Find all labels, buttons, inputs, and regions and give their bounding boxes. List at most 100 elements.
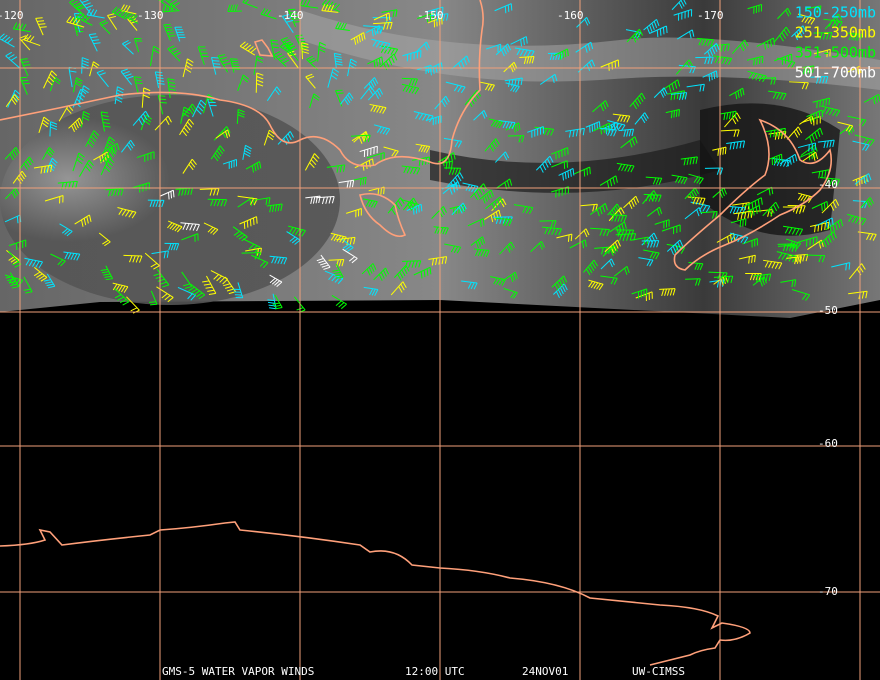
- barb-feather: [413, 197, 418, 205]
- barb-feather: [634, 136, 638, 144]
- wind-barb: [720, 129, 740, 137]
- barb-staff: [786, 126, 799, 140]
- wind-barb: [745, 272, 762, 281]
- barb-feather: [76, 4, 83, 9]
- barb-feather: [809, 66, 812, 74]
- barb-feather: [254, 252, 258, 260]
- barb-feather: [779, 92, 784, 100]
- wind-barb: [823, 18, 843, 29]
- barb-feather: [677, 176, 683, 184]
- barb-feather: [93, 9, 98, 17]
- barb-feather: [245, 0, 249, 4]
- barb-feather: [90, 136, 97, 142]
- barb-staff: [431, 206, 444, 219]
- barb-staff: [207, 99, 214, 117]
- wind-barb: [551, 275, 568, 291]
- barb-staff: [712, 146, 727, 151]
- barb-feather: [170, 243, 175, 251]
- island-coast: [253, 39, 274, 57]
- wind-barb: [100, 157, 115, 176]
- barb-feather: [14, 94, 20, 101]
- barb-feather: [164, 295, 171, 301]
- wind-barb: [413, 111, 434, 123]
- barb-feather: [280, 57, 287, 62]
- wind-barb: [359, 145, 378, 158]
- wind-barb: [390, 281, 407, 296]
- longitude-label: -120: [0, 9, 24, 22]
- barb-feather: [823, 141, 826, 149]
- barb-staff: [780, 279, 796, 283]
- barb-feather: [799, 206, 803, 214]
- barb-feather: [412, 207, 415, 215]
- barb-feather: [408, 78, 413, 86]
- barb-staff: [359, 145, 378, 153]
- barb-feather: [129, 13, 136, 20]
- barb-feather: [336, 235, 342, 242]
- wind-barb: [434, 95, 450, 110]
- barb-feather: [544, 227, 548, 235]
- barb-feather: [582, 128, 585, 136]
- barb-feather: [0, 33, 5, 39]
- barb-feather: [749, 273, 754, 281]
- barb-feather: [618, 225, 622, 233]
- barb-feather: [312, 196, 316, 204]
- wind-barb: [114, 288, 130, 306]
- barb-feather: [723, 44, 727, 52]
- barb-feather: [10, 56, 18, 61]
- barb-feather: [721, 57, 726, 64]
- barb-feather: [586, 17, 591, 24]
- barb-feather: [291, 227, 297, 235]
- barb-staff: [273, 54, 287, 67]
- barb-staff: [266, 86, 278, 102]
- barb-feather: [814, 225, 816, 233]
- barb-staff: [805, 127, 821, 141]
- barb-staff: [330, 232, 347, 238]
- barb-feather: [167, 32, 175, 34]
- barb-feather: [208, 292, 216, 296]
- barb-feather: [561, 277, 565, 285]
- barb-feather: [474, 249, 479, 257]
- wind-barb: [401, 83, 420, 95]
- barb-feather: [238, 234, 246, 240]
- barb-feather: [21, 79, 29, 82]
- barb-feather: [124, 73, 132, 77]
- barb-feather: [26, 35, 32, 42]
- barb-feather: [75, 181, 78, 189]
- barb-staff: [811, 169, 830, 174]
- barb-feather: [88, 159, 94, 166]
- wind-barb: [680, 156, 698, 166]
- barb-staff: [789, 81, 809, 84]
- barb-feather: [356, 36, 359, 44]
- barb-feather: [587, 266, 593, 274]
- barb-feather: [66, 15, 72, 23]
- barb-feather: [673, 110, 676, 118]
- barb-staff: [239, 216, 257, 225]
- wind-barb: [68, 117, 83, 133]
- barb-feather: [620, 115, 625, 122]
- wind-barb: [720, 110, 737, 121]
- barb-feather: [502, 216, 506, 224]
- barb-feather: [751, 255, 753, 263]
- barb-feather: [490, 84, 495, 92]
- barb-feather: [835, 199, 840, 206]
- barb-feather: [727, 43, 730, 51]
- barb-feather: [832, 224, 836, 232]
- barb-feather: [226, 126, 231, 133]
- barb-feather: [425, 114, 431, 122]
- barb-feather: [337, 22, 342, 30]
- barb-staff: [542, 226, 562, 230]
- barb-feather: [388, 17, 392, 25]
- barb-staff: [467, 218, 484, 227]
- barb-feather: [310, 59, 317, 64]
- barb-feather: [334, 3, 340, 10]
- barb-feather: [81, 14, 88, 21]
- barb-feather: [378, 274, 383, 281]
- barb-feather: [10, 283, 18, 287]
- barb-staff: [141, 87, 145, 108]
- barb-staff: [340, 92, 350, 105]
- barb-staff: [815, 217, 833, 227]
- barb-feather: [768, 209, 773, 216]
- barb-feather: [822, 106, 827, 114]
- barb-feather: [801, 293, 807, 300]
- barb-feather: [118, 285, 123, 292]
